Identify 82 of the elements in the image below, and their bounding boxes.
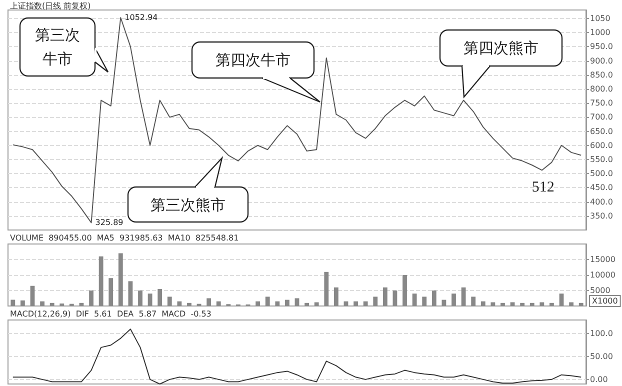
annotation: 第四次熊市 xyxy=(464,38,538,59)
bar xyxy=(422,296,427,306)
bar xyxy=(20,300,25,306)
y-tick-label: 0.00 xyxy=(590,374,608,384)
y-tick-label: 10000 xyxy=(590,270,616,280)
bar xyxy=(550,302,554,306)
bar xyxy=(98,256,104,306)
bar xyxy=(559,294,564,306)
bar xyxy=(304,302,309,306)
y-tick-label: 750.0 xyxy=(590,98,613,108)
bar xyxy=(275,301,280,306)
bar xyxy=(40,301,44,306)
bar xyxy=(520,302,525,306)
y-tick-label: 1050 xyxy=(590,14,610,23)
bar xyxy=(334,287,338,306)
bar xyxy=(432,290,436,306)
y-tick-label: 500.0 xyxy=(590,169,613,178)
y-tick-label: 700.0 xyxy=(590,112,613,122)
bar xyxy=(50,302,54,306)
y-tick-label: 1000 xyxy=(590,28,610,38)
bar xyxy=(265,296,270,306)
y-tick-label: 50.00 xyxy=(590,352,613,362)
chart-title: 上证指数(日线 前复权) xyxy=(10,2,91,10)
y-tick-label: 600.0 xyxy=(590,140,613,150)
bar xyxy=(480,301,486,306)
bar xyxy=(578,302,584,306)
annotation: 第三次熊市 xyxy=(150,194,226,216)
y-tick-label: 400.0 xyxy=(590,197,613,206)
bar xyxy=(167,296,172,306)
bar xyxy=(471,296,476,306)
y-tick-label: 850.0 xyxy=(590,70,613,80)
text: VOLUME 890455.00 MA5 931985.63 MA10 825548.81 xyxy=(10,234,239,242)
bar xyxy=(138,290,142,306)
bar xyxy=(412,294,417,306)
y-tick-label: 900.0 xyxy=(590,56,613,66)
y-tick-label: 450.0 xyxy=(590,183,613,192)
annotation: 第四次牛市 xyxy=(216,50,290,71)
bar xyxy=(89,290,94,306)
bar xyxy=(177,301,182,306)
bar xyxy=(354,301,358,306)
bar xyxy=(158,288,162,306)
bar xyxy=(373,296,378,306)
bar xyxy=(216,301,221,306)
bar xyxy=(148,294,152,306)
y-tick-label: 550.0 xyxy=(590,154,613,164)
bar xyxy=(187,302,192,306)
y-tick-label: 100.0 xyxy=(590,329,613,338)
bar xyxy=(324,272,329,306)
bar xyxy=(452,294,456,306)
bar xyxy=(128,281,133,306)
bar xyxy=(206,298,212,306)
bar xyxy=(30,286,35,306)
text: X1000 xyxy=(592,296,618,306)
bar xyxy=(461,287,466,306)
bar xyxy=(402,275,407,306)
bar xyxy=(392,290,398,306)
bar xyxy=(108,278,114,306)
bar xyxy=(569,302,574,306)
bar xyxy=(10,300,16,306)
y-tick-label: 5000 xyxy=(590,286,610,295)
annotation: 512 xyxy=(532,180,554,196)
y-tick-label: 15000 xyxy=(590,255,616,264)
annotation: 第三次牛市 xyxy=(34,25,81,70)
bar xyxy=(442,300,446,306)
bar xyxy=(540,302,544,306)
bar xyxy=(256,301,260,306)
bar xyxy=(285,300,290,306)
annotation: 325.89 xyxy=(95,218,124,228)
bar xyxy=(118,253,123,306)
y-tick-label: 650.0 xyxy=(590,126,613,136)
line-series xyxy=(12,328,582,384)
y-tick-label: 350.0 xyxy=(590,211,613,220)
bar xyxy=(363,301,368,306)
annotation: 1052.94 xyxy=(124,13,158,22)
bar xyxy=(314,302,319,306)
y-tick-label: 950.0 xyxy=(590,42,613,52)
bar xyxy=(382,287,388,306)
bar xyxy=(530,302,534,306)
text: MACD(12,26,9) DIF 5.61 DEA 5.87 MACD -0.53 xyxy=(10,310,212,318)
bar xyxy=(500,302,505,306)
bar xyxy=(490,302,496,306)
y-tick-label: 800.0 xyxy=(590,84,613,94)
